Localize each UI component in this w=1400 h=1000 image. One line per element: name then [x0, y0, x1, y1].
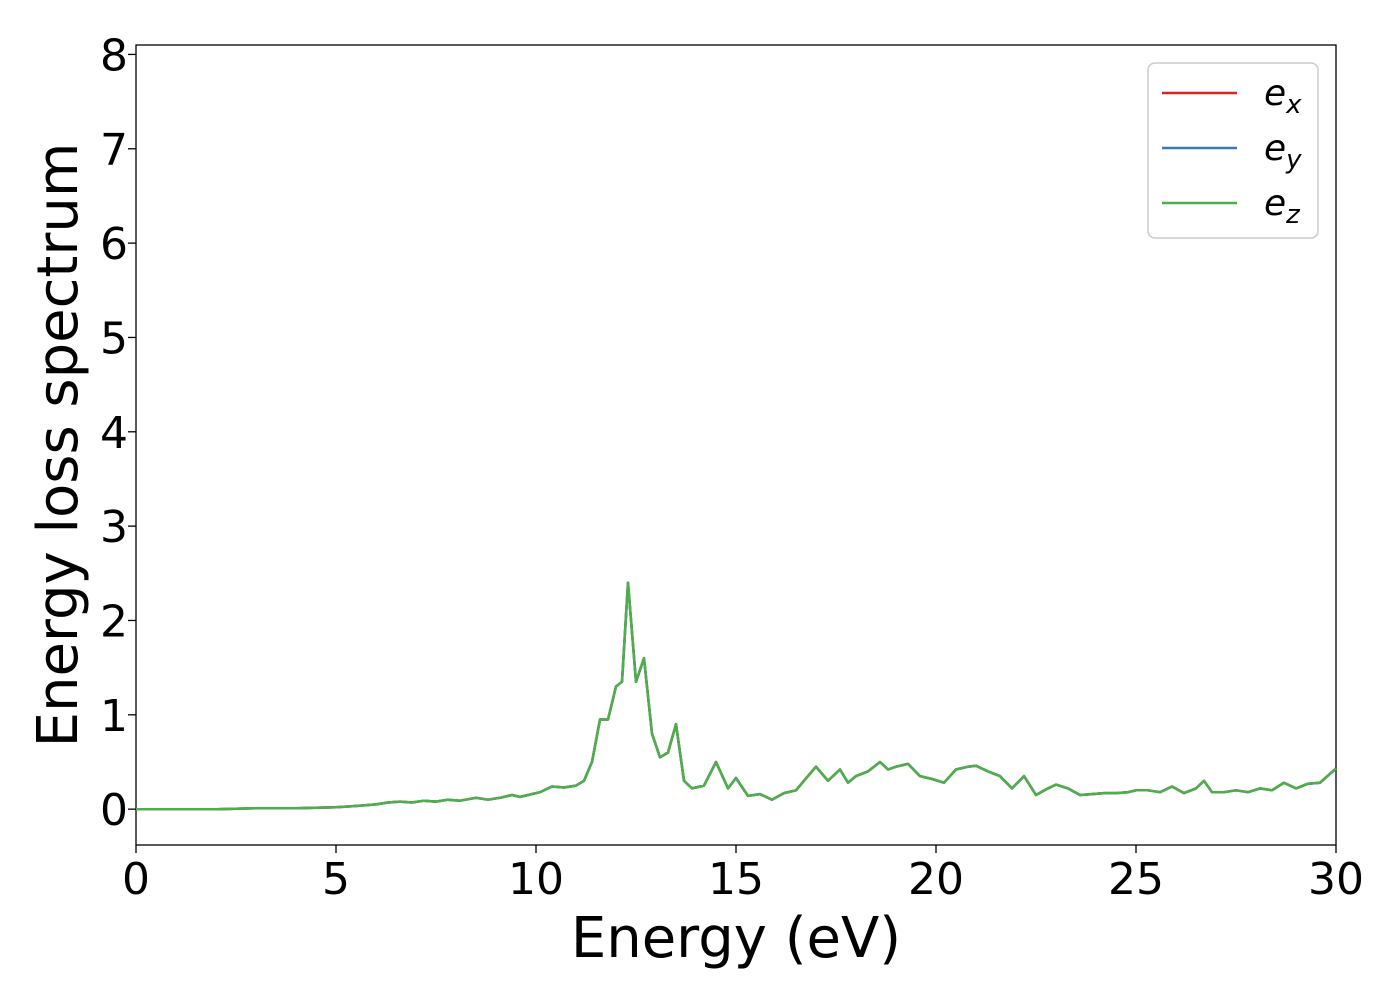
legend: ex ey ez	[1147, 62, 1319, 239]
x-tick-label-5: 25	[1108, 854, 1164, 905]
y-axis-label: Energy loss spectrum	[26, 143, 91, 748]
plot-area	[135, 44, 1337, 846]
series-line-ez	[136, 581, 1337, 811]
y-tick-label-7: 7	[100, 125, 128, 176]
y-tick-label-0: 0	[100, 785, 128, 836]
y-tick-label-5: 5	[100, 313, 128, 364]
x-tick-label-2: 10	[508, 854, 564, 905]
x-tick-label-4: 20	[908, 854, 964, 905]
legend-box	[1147, 62, 1319, 239]
axes-layer: 0 5 10 15 20 25 30 0 1 2 3 4 5 6 7 8	[100, 30, 1364, 905]
x-tick-label-1: 5	[322, 854, 350, 905]
y-tick-label-2: 2	[100, 596, 128, 647]
x-tick-label-6: 30	[1308, 854, 1364, 905]
legend-label-ey: ey	[1264, 128, 1302, 175]
x-tick-label-3: 15	[708, 854, 764, 905]
y-tick-label-3: 3	[100, 502, 128, 553]
y-tick-label-6: 6	[100, 219, 128, 270]
y-tick-label-8: 8	[100, 30, 128, 81]
series-layer	[136, 581, 1337, 811]
x-axis-label: Energy (eV)	[571, 906, 901, 971]
y-tick-label-1: 1	[100, 691, 128, 742]
x-tick-label-0: 0	[122, 854, 150, 905]
legend-label-ez: ez	[1264, 183, 1301, 230]
legend-label-ex: ex	[1264, 73, 1302, 120]
y-tick-label-4: 4	[100, 408, 128, 459]
